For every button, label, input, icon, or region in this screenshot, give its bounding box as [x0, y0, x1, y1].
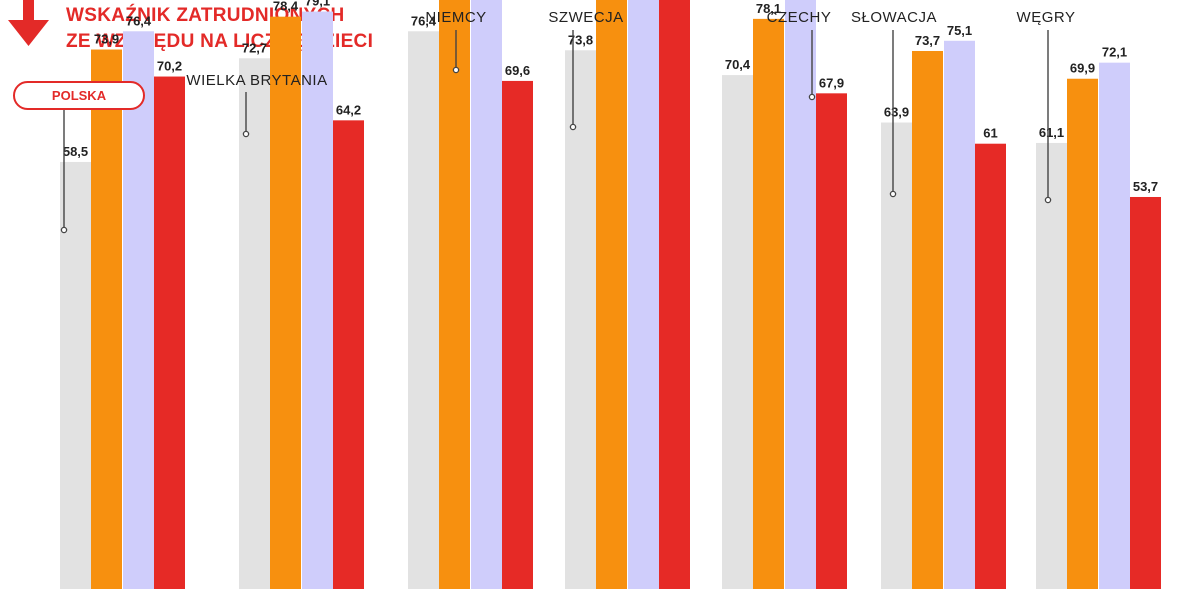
- value-label: 61,1: [1039, 125, 1064, 140]
- value-label: 63,9: [884, 105, 909, 120]
- bar: [302, 11, 333, 589]
- bar: [270, 16, 301, 589]
- value-label: 78,4: [273, 0, 299, 14]
- value-label: 64,2: [336, 102, 361, 117]
- value-label: 75,1: [947, 23, 972, 38]
- value-label: 69,6: [505, 63, 530, 78]
- country-label: NIEMCY: [425, 9, 486, 26]
- country-label: CZECHY: [767, 9, 832, 26]
- bar: [1130, 196, 1161, 589]
- leader-dot: [60, 226, 68, 234]
- bars: [60, 0, 1161, 589]
- value-label: 73,8: [568, 32, 593, 47]
- value-label: 76,4: [126, 13, 152, 28]
- bar: [881, 122, 912, 589]
- bar: [91, 49, 122, 589]
- country-label: WIELKA BRYTANIA: [186, 72, 327, 89]
- bar: [154, 76, 185, 589]
- bar: [912, 50, 943, 589]
- bar: [439, 0, 470, 589]
- bar: [816, 93, 847, 589]
- value-label: 69,9: [1070, 61, 1095, 76]
- arrow-shaft: [23, 0, 34, 24]
- bar: [123, 31, 154, 589]
- value-label: 58,5: [63, 144, 88, 159]
- value-label: 61: [983, 126, 997, 141]
- bar: [1067, 78, 1098, 589]
- bar: [1099, 62, 1130, 589]
- country-labels: POLSKA WIELKA BRYTANIA NIEMCY SZWECJA CZECHY…: [13, 9, 1076, 234]
- leader-dot: [1044, 196, 1052, 204]
- value-label: 76,4: [411, 13, 437, 28]
- bar: [239, 58, 270, 589]
- bar: [596, 0, 627, 589]
- leader-dot: [242, 130, 250, 138]
- value-label: 70,2: [157, 59, 182, 74]
- value-label: 79,1: [305, 0, 330, 9]
- bar: [333, 120, 364, 589]
- leader-dot: [808, 93, 816, 101]
- bar: [408, 31, 439, 589]
- bar: [565, 50, 596, 589]
- bar: [628, 0, 659, 589]
- country-label: SZWECJA: [548, 9, 623, 26]
- value-label: 72,7: [242, 40, 267, 55]
- bar: [60, 161, 91, 589]
- country-label: POLSKA: [52, 88, 107, 103]
- bar: [471, 0, 502, 589]
- arrow-head: [8, 20, 49, 46]
- bar: [659, 0, 690, 589]
- bar: [502, 80, 533, 589]
- bar: [722, 75, 753, 589]
- leader-dot: [889, 190, 897, 198]
- value-label: 53,7: [1133, 179, 1158, 194]
- leader-dot: [569, 123, 577, 131]
- highlight-badge: [13, 81, 145, 110]
- value-label: 73,7: [915, 33, 940, 48]
- value-label: 73,9: [94, 32, 119, 47]
- bar: [975, 143, 1006, 589]
- value-label: 78,1: [756, 1, 781, 16]
- value-label: 67,9: [819, 75, 844, 90]
- value-labels: 58,573,976,470,272,778,479,164,276,482,9…: [63, 0, 1158, 194]
- country-label: WĘGRY: [1017, 9, 1076, 26]
- bar: [944, 40, 975, 589]
- value-label: 72,1: [1102, 45, 1127, 60]
- bar: [1036, 142, 1067, 589]
- leader-dot: [452, 66, 460, 74]
- country-label: SŁOWACJA: [851, 9, 937, 26]
- down-arrow-icon: [8, 0, 49, 46]
- bar: [753, 18, 784, 589]
- value-label: 70,4: [725, 57, 751, 72]
